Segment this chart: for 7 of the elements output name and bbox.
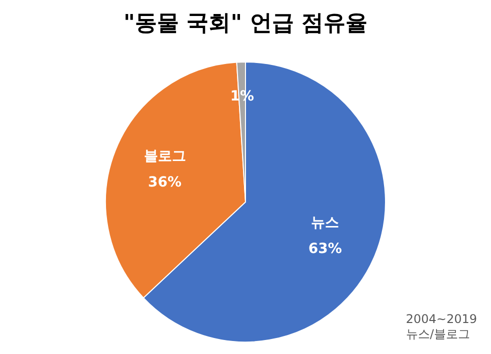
slice-label: 뉴스 (311, 215, 340, 232)
text: 뉴스/블로그 (406, 327, 471, 342)
chart-title: "동물 국회" 언급 점유율 (122, 10, 368, 38)
data-label: 63% (308, 241, 342, 258)
text: 2004~2019 (406, 312, 477, 327)
slice-label: 블로그 (144, 148, 186, 165)
data-label: 36% (148, 174, 182, 191)
